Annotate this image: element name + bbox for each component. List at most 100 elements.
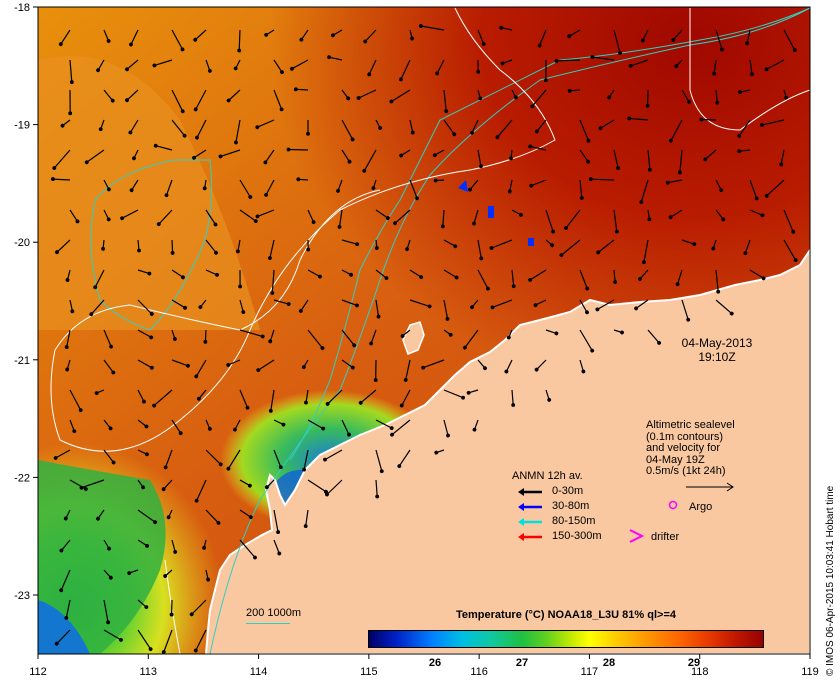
velocity-arrow [50,177,71,182]
velocity-arrow [202,539,207,550]
velocity-arrow [595,299,615,312]
velocity-arrow [596,239,615,255]
velocity-arrow [668,119,683,143]
velocity-arrow [443,89,449,114]
velocity-arrow [239,539,257,560]
velocity-arrow [205,209,218,227]
velocity-arrow [554,58,581,63]
velocity-arrow [120,209,139,221]
velocity-arrow [101,239,106,251]
velocity-arrow [58,29,71,47]
velocity-arrow [103,179,111,192]
velocity-arrow [443,299,450,321]
velocity-arrow [137,299,154,316]
velocity-arrow [171,359,190,368]
velocity-arrow [399,389,411,408]
velocity-arrow [237,29,242,53]
velocity-arrow [205,239,219,255]
velocity-arrow [129,29,139,47]
velocity-arrow [499,25,513,31]
velocity-arrow [712,59,717,76]
velocity-arrow [715,209,726,222]
velocity-arrow [703,149,717,162]
velocity-arrow [137,599,149,610]
velocity-arrow [369,329,377,346]
velocity-arrow [273,299,291,307]
velocity-arrow [52,149,71,170]
velocity-arrow [432,149,445,158]
velocity-arrow [330,29,343,38]
velocity-arrow [69,209,80,224]
velocity-arrow [341,239,360,247]
velocity-arrow [195,119,207,140]
velocity-arrow [567,88,581,93]
velocity-arrow [189,599,207,617]
velocity-arrow [137,419,149,429]
arrow-icon [518,532,542,541]
velocity-arrow [409,299,432,309]
velocity-arrow [477,359,487,371]
velocity-arrow [375,119,383,130]
anmn-legend-title: ANMN 12h av. [512,470,583,482]
velocity-arrow [466,389,479,395]
velocity-arrow [358,389,377,405]
velocity-arrow [749,209,765,218]
island [402,321,425,355]
velocity-arrow [171,539,178,554]
velocity-arrow [443,239,458,249]
date-label: 04-May-2013 19:10Z [662,336,772,364]
altimetry-legend: Altimetric sealevel (0.1m contours) and … [646,419,735,478]
velocity-arrow [579,149,591,164]
velocity-arrow [96,509,105,521]
velocity-arrow [103,89,115,103]
velocity-arrow [647,209,652,222]
argo-symbol [668,500,678,510]
velocity-arrow [375,479,380,499]
velocity-arrow [783,29,797,53]
anmn-depth-label: 80-150m [552,515,596,527]
velocity-arrow [489,239,513,250]
velocity-arrow [400,329,411,338]
velocity-arrow [194,359,207,379]
velocity-arrow [264,29,275,37]
velocity-arrow [534,119,547,134]
anmn-legend-row: 30-80m [512,499,602,514]
velocity-arrow [715,29,724,52]
velocity-arrow [579,119,591,143]
velocity-arrow [375,269,389,281]
velocity-arrow [389,89,411,104]
velocity-arrow [443,269,459,280]
velocity-arrow [273,89,284,112]
velocity-arrow [69,419,77,434]
velocity-arrow [233,59,241,71]
lat-tick-label: -22 [14,472,30,484]
velocity-arrow [205,449,223,467]
velocity-arrow [137,239,141,253]
velocity-arrow [103,29,111,43]
velocity-arrow [715,179,724,193]
velocity-arrow [125,89,139,103]
velocity-arrow [137,509,158,525]
velocity-arrow [409,29,415,41]
velocity-arrow [588,177,615,182]
velocity-arrow [64,599,71,620]
velocity-arrow [60,119,71,128]
velocity-arrow [164,179,173,198]
velocity-arrow [371,179,377,191]
velocity-arrow [171,299,188,310]
velocity-arrow [233,119,241,145]
velocity-arrow [307,329,325,351]
velocity-arrow [545,329,559,336]
velocity-arrow [507,179,513,194]
velocity-arrow [96,59,105,73]
velocity-arrow [477,269,490,291]
velocity-scale-arrow [686,482,734,492]
velocity-arrow [325,389,343,406]
velocity-arrow [137,269,152,276]
velocity-arrow [579,329,595,353]
velocity-arrow [443,389,466,400]
velocity-arrow [341,329,357,348]
velocity-arrow [435,59,445,76]
colorbar-tick: 27 [515,657,529,669]
lat-tick-label: -23 [14,590,30,602]
